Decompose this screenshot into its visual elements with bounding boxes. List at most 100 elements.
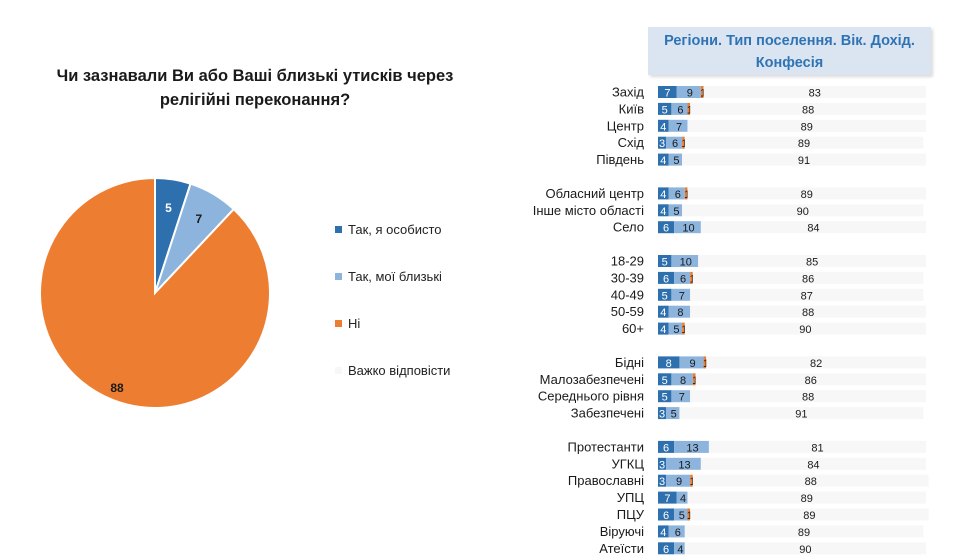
bar-segment-3-0-3	[706, 356, 926, 369]
bar-row-label-4-3: УПЦ	[617, 490, 645, 505]
bar-segment-4-6-3	[684, 542, 926, 555]
bar-row-label-0-3: Схід	[618, 135, 645, 150]
bar-segment-4-2-3	[692, 474, 929, 487]
bar-segment-2-4-0	[658, 322, 669, 335]
bar-value-label-1-0-2: 1	[684, 189, 690, 201]
bar-value-label-2-1-2: 1	[689, 273, 695, 285]
bar-segment-4-5-3	[684, 525, 924, 538]
bar-value-label-2-2-3: 87	[801, 290, 813, 302]
bar-value-label-0-1-1: 6	[677, 104, 683, 116]
bar-value-label-1-0-3: 89	[801, 189, 813, 201]
bar-row-label-2-3: 50-59	[611, 304, 644, 319]
bar-segment-0-3-3	[684, 136, 924, 149]
bar-row-label-3-0: Бідні	[615, 355, 644, 370]
bar-segment-2-0-3	[698, 255, 926, 267]
bar-value-label-0-1-0: 5	[662, 104, 668, 116]
bar-segment-3-2-1	[671, 390, 691, 403]
bar-segment-4-1-1	[666, 457, 701, 470]
bar-value-label-4-6-3: 90	[799, 544, 811, 556]
bar-segment-2-2-1	[671, 288, 691, 301]
bar-value-label-3-2-0: 5	[662, 392, 668, 404]
bar-value-label-2-4-1: 5	[673, 324, 679, 336]
bar-segment-0-0-0	[658, 86, 677, 98]
bar-segment-4-2-0	[658, 474, 667, 487]
bar-value-label-2-4-0: 4	[660, 324, 666, 336]
bar-row-label-4-5: Віруючі	[600, 524, 644, 539]
bar-value-label-0-2-3: 89	[801, 121, 813, 133]
bar-value-label-0-1-3: 88	[802, 104, 814, 116]
bar-segment-4-3-0	[658, 491, 677, 504]
bar-segment-0-0-3	[703, 86, 926, 98]
bar-row-label-0-0: Захід	[612, 85, 644, 100]
bar-segment-4-3-1	[676, 491, 688, 504]
bar-segment-3-1-0	[658, 373, 672, 386]
bar-value-label-4-5-3: 89	[798, 527, 810, 539]
bar-value-label-0-4-0: 4	[660, 155, 666, 167]
bar-value-label-3-0-2: 1	[703, 358, 709, 370]
bar-value-label-4-6-0: 6	[663, 544, 669, 556]
bar-value-label-3-0-3: 82	[810, 358, 822, 370]
bar-value-label-0-2-1: 7	[676, 121, 682, 133]
bar-segment-1-2-0	[658, 221, 675, 234]
bar-segment-3-0-0	[658, 356, 680, 369]
bar-value-label-2-2-0: 5	[662, 290, 668, 302]
bar-value-label-3-0-1: 9	[689, 358, 695, 370]
bar-value-label-2-0-3: 85	[806, 257, 818, 269]
bar-segment-1-0-0	[658, 187, 669, 200]
bar-value-label-4-3-0: 7	[664, 493, 670, 505]
bar-value-label-0-3-1: 6	[672, 138, 678, 150]
bar-segment-3-3-3	[679, 407, 924, 420]
bar-segment-4-2-2	[690, 474, 693, 487]
legend-swatch-2	[335, 320, 342, 327]
bar-segment-3-2-0	[658, 390, 672, 403]
bar-segment-0-0-1	[676, 86, 701, 98]
bar-value-label-0-0-3: 83	[809, 88, 821, 100]
bar-value-label-4-4-3: 89	[803, 510, 815, 522]
bar-row-label-4-4: ПЦУ	[617, 507, 645, 522]
bar-value-label-4-2-1: 9	[676, 476, 682, 488]
bar-segment-0-1-2	[687, 102, 691, 115]
bar-segment-4-5-1	[668, 525, 685, 538]
bar-value-label-3-1-3: 86	[805, 375, 817, 387]
bar-segment-3-2-3	[690, 390, 926, 403]
bar-segment-0-3-2	[682, 136, 685, 149]
bar-segment-4-0-3	[708, 440, 926, 453]
bar-value-label-2-1-1: 6	[680, 273, 686, 285]
bar-chart-title: Регіони. Тип поселення. Вік. Дохід. Конф…	[648, 27, 931, 75]
pie-chart-title: Чи зазнавали Ви або Ваші близькі утисків…	[56, 67, 454, 109]
bar-value-label-1-1-0: 4	[660, 206, 666, 218]
bar-segment-0-4-0	[658, 153, 669, 166]
bar-segment-3-1-2	[692, 373, 696, 386]
bar-row-label-4-6: Атеїсти	[599, 541, 644, 556]
bar-value-label-2-3-1: 8	[677, 307, 683, 319]
bar-value-label-3-1-2: 1	[692, 375, 698, 387]
bar-segment-0-0-2	[700, 86, 704, 98]
bar-row-label-1-1: Інше місто області	[533, 203, 644, 218]
bar-value-label-3-3-1: 5	[671, 409, 677, 421]
bar-value-label-2-0-1: 10	[680, 257, 692, 269]
bar-row-label-2-4: 60+	[622, 321, 644, 336]
bar-value-label-1-1-3: 90	[797, 206, 809, 218]
bar-segment-0-4-3	[682, 153, 926, 166]
bar-value-label-4-1-0: 3	[659, 459, 665, 471]
bar-value-label-2-2-1: 7	[679, 290, 685, 302]
bar-row-label-0-1: Київ	[619, 101, 644, 116]
bar-segment-2-1-0	[658, 271, 675, 284]
bar-row-label-0-2: Центр	[607, 118, 644, 133]
bar-segment-1-1-1	[668, 204, 683, 217]
bar-segment-2-4-3	[684, 322, 926, 335]
bar-value-label-0-0-0: 7	[664, 88, 670, 100]
legend-swatch-1	[335, 273, 342, 280]
bar-segment-1-1-3	[682, 204, 924, 217]
legend-label-2: Ні	[348, 316, 361, 331]
bar-value-label-2-3-0: 4	[660, 307, 666, 319]
bar-value-label-3-3-3: 91	[795, 409, 807, 421]
bar-segment-2-1-3	[692, 271, 924, 284]
bar-segment-4-4-2	[687, 508, 691, 521]
bar-segment-2-3-3	[690, 305, 926, 318]
bar-segment-3-1-3	[695, 373, 926, 386]
bar-value-label-4-5-0: 4	[660, 527, 666, 539]
bar-segment-2-1-1	[674, 271, 691, 284]
legend-swatch-0	[335, 226, 342, 233]
